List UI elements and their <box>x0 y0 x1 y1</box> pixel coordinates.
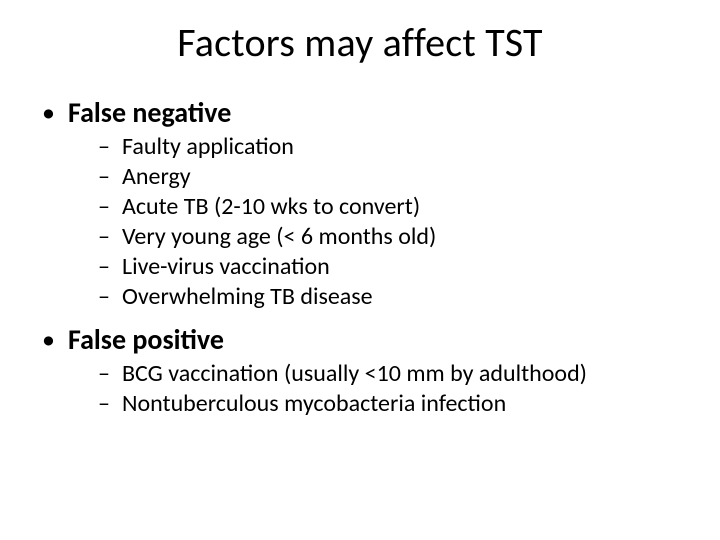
section-heading-false-negative: False negative <box>40 95 680 130</box>
list-item: Overwhelming TB disease <box>98 282 680 312</box>
sub-list-false-negative: Faulty application Anergy Acute TB (2-10… <box>40 132 680 312</box>
slide: Factors may affect TST False negative Fa… <box>0 0 720 540</box>
list-item: Nontuberculous mycobacteria infection <box>98 389 680 419</box>
list-item: BCG vaccination (usually <10 mm by adult… <box>98 359 680 389</box>
list-item: Live-virus vaccination <box>98 252 680 282</box>
section-heading-label: False negative <box>68 95 231 130</box>
bullet-list: False negative Faulty application Anergy… <box>40 95 680 419</box>
list-item: Anergy <box>98 162 680 192</box>
slide-title: Factors may affect TST <box>40 18 680 67</box>
list-item: Acute TB (2-10 wks to convert) <box>98 192 680 222</box>
section-heading-false-positive: False positive <box>40 322 680 357</box>
list-item: Very young age (< 6 months old) <box>98 222 680 252</box>
list-item: Faulty application <box>98 132 680 162</box>
section-heading-label: False positive <box>68 322 224 357</box>
sub-list-false-positive: BCG vaccination (usually <10 mm by adult… <box>40 359 680 419</box>
